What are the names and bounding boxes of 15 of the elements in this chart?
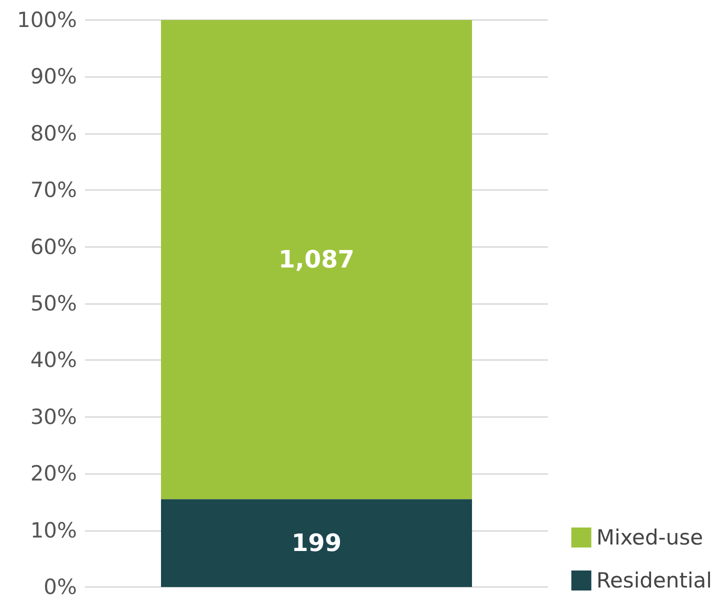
- y-tick-label: 90%: [30, 64, 77, 89]
- legend-label: Residential: [596, 568, 712, 592]
- y-tick-label: 60%: [30, 234, 77, 259]
- y-tick-label: 80%: [30, 121, 77, 146]
- annotation: 199: [291, 529, 342, 558]
- y-tick-label: 10%: [30, 518, 77, 542]
- y-tick-label: 40%: [30, 348, 77, 372]
- y-tick-label: 30%: [30, 404, 77, 429]
- y-tick-label: 100%: [16, 8, 77, 32]
- y-tick-label: 20%: [30, 462, 77, 486]
- y-tick-label: 50%: [30, 292, 77, 316]
- legend-label: Mixed-use: [596, 526, 704, 550]
- annotation: 1,087: [278, 246, 354, 274]
- y-tick-label: 70%: [30, 178, 77, 202]
- y-tick-label: 0%: [44, 575, 77, 599]
